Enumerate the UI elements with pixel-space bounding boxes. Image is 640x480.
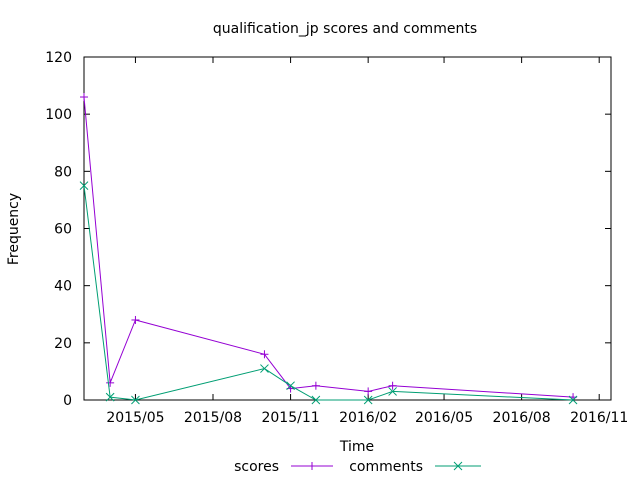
x-tick-label: 2015/05 xyxy=(106,410,164,426)
comments-point xyxy=(311,395,321,405)
y-tick-label: 0 xyxy=(63,393,72,409)
scores-point xyxy=(80,93,88,102)
comments-point xyxy=(105,392,115,402)
comments-point xyxy=(286,381,295,391)
comments-point xyxy=(568,395,578,405)
scores-point xyxy=(131,315,140,324)
comments-line xyxy=(83,185,574,401)
plot-frame xyxy=(83,56,612,401)
x-tick-label: 2016/11 xyxy=(570,410,628,426)
comments-point xyxy=(79,181,89,190)
x-axis-label: Time xyxy=(339,439,374,455)
comments-point xyxy=(363,395,373,405)
comments-point xyxy=(388,387,397,396)
y-tick-label: 120 xyxy=(45,50,72,66)
scores-point xyxy=(311,381,320,390)
scores-line xyxy=(83,96,574,398)
y-tick-label: 20 xyxy=(54,336,72,352)
y-tick-label: 60 xyxy=(54,222,72,238)
x-tick-label: 2015/11 xyxy=(261,410,319,426)
scores-point xyxy=(388,381,397,390)
y-axis-label: Frequency xyxy=(6,193,22,265)
comments-point xyxy=(260,364,269,373)
y-tick-label: 100 xyxy=(45,107,72,123)
y-tick-label: 80 xyxy=(54,164,72,180)
comments-point xyxy=(131,395,140,405)
chart-title: qualification_jp scores and comments xyxy=(213,21,477,37)
x-tick-label: 2016/02 xyxy=(339,410,397,426)
legend-marker-scores xyxy=(308,462,316,470)
series-layer xyxy=(79,93,578,405)
legend-label-scores: scores xyxy=(234,459,279,475)
scores-point xyxy=(364,387,373,396)
axes: 0 20 40 60 80 100 120 2015/05 2015/08 2015/11 2016… xyxy=(45,50,628,426)
x-tick-label: 2016/08 xyxy=(493,410,551,426)
x-tick-label: 2016/05 xyxy=(415,410,473,426)
y-tick-label: 40 xyxy=(54,279,72,295)
legend-marker-comments xyxy=(453,461,463,471)
legend-label-comments: comments xyxy=(349,459,423,475)
scores-point xyxy=(260,350,269,359)
legend: scores comments xyxy=(234,459,481,475)
scores-point xyxy=(106,378,115,387)
x-tick-label: 2015/08 xyxy=(184,410,242,426)
